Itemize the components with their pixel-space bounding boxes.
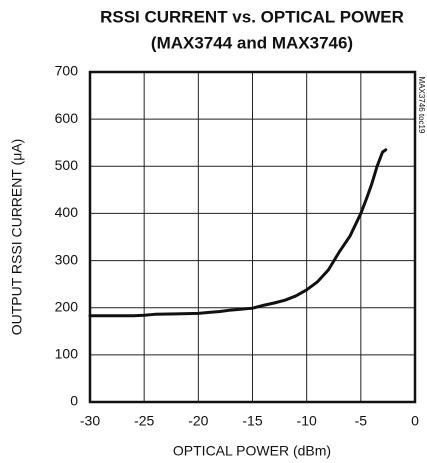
chart-title: RSSI CURRENT vs. OPTICAL POWER (100, 7, 404, 26)
y-axis-label: OUTPUT RSSI CURRENT (μA) (9, 139, 25, 336)
y-tick-label: 200 (55, 298, 79, 314)
annotation: MAX3746 toc19 (417, 77, 426, 134)
y-tick-label: 600 (55, 110, 79, 126)
x-tick-label: -25 (134, 413, 154, 429)
y-tick-label: 500 (55, 157, 79, 173)
x-tick-label: -5 (355, 413, 368, 429)
plot-frame (88, 70, 417, 404)
x-axis-label: OPTICAL POWER (dBm) (173, 443, 331, 459)
y-tick-label: 100 (55, 346, 79, 362)
x-tick-label: -15 (242, 413, 262, 429)
x-tick-label: -20 (188, 413, 208, 429)
data-line (88, 148, 388, 318)
x-tick-label: 0 (411, 413, 419, 429)
x-tick-label: -30 (80, 413, 100, 429)
y-tick-label: 0 (70, 393, 78, 409)
x-tick-label: -10 (297, 413, 317, 429)
chart-subtitle: (MAX3744 and MAX3746) (151, 33, 353, 52)
y-tick-label: 400 (55, 204, 79, 220)
y-tick-label: 700 (55, 63, 79, 79)
y-tick-label: 300 (55, 251, 79, 267)
